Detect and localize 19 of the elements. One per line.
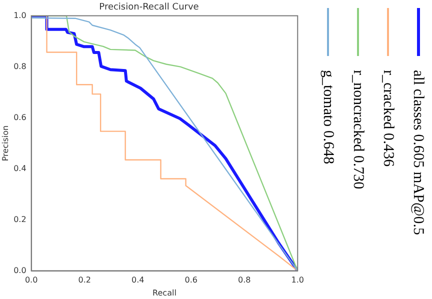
text: g_tomato 0.648 [319,70,337,164]
x-tick-label: 0.2 [78,276,91,285]
y-tick-label: 1.0 [14,10,26,20]
x-tick-label: 0.8 [238,276,251,285]
text: all classes 0.605 mAP@0.5 [409,70,427,236]
x-tick-label: 0.4 [131,276,144,285]
y-tick-label: 0.6 [14,112,26,122]
x-tick-label: 1.0 [291,276,304,285]
y-tick-label: 0.0 [14,266,26,275]
x-tick-label: 0.6 [184,276,198,285]
y-tick-label: 0.4 [14,164,26,173]
x-tick-label: 0.0 [24,276,38,285]
text: r_cracked 0.436 [379,70,397,167]
y-tick-label: 0.8 [14,62,26,71]
chart-title: Precision-Recall Curve [99,2,200,13]
x-axis-title: Recall [152,288,176,298]
y-axis-title: Precision [0,125,10,162]
text: r_noncracked 0.730 [349,70,367,190]
y-tick-label: 0.2 [14,214,26,224]
